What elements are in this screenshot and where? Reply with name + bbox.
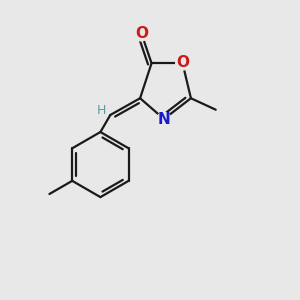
Circle shape (176, 56, 189, 70)
Text: H: H (97, 104, 106, 117)
Text: O: O (177, 55, 190, 70)
Circle shape (157, 112, 171, 126)
Text: N: N (158, 112, 170, 127)
Circle shape (134, 26, 149, 41)
Text: O: O (135, 26, 148, 41)
